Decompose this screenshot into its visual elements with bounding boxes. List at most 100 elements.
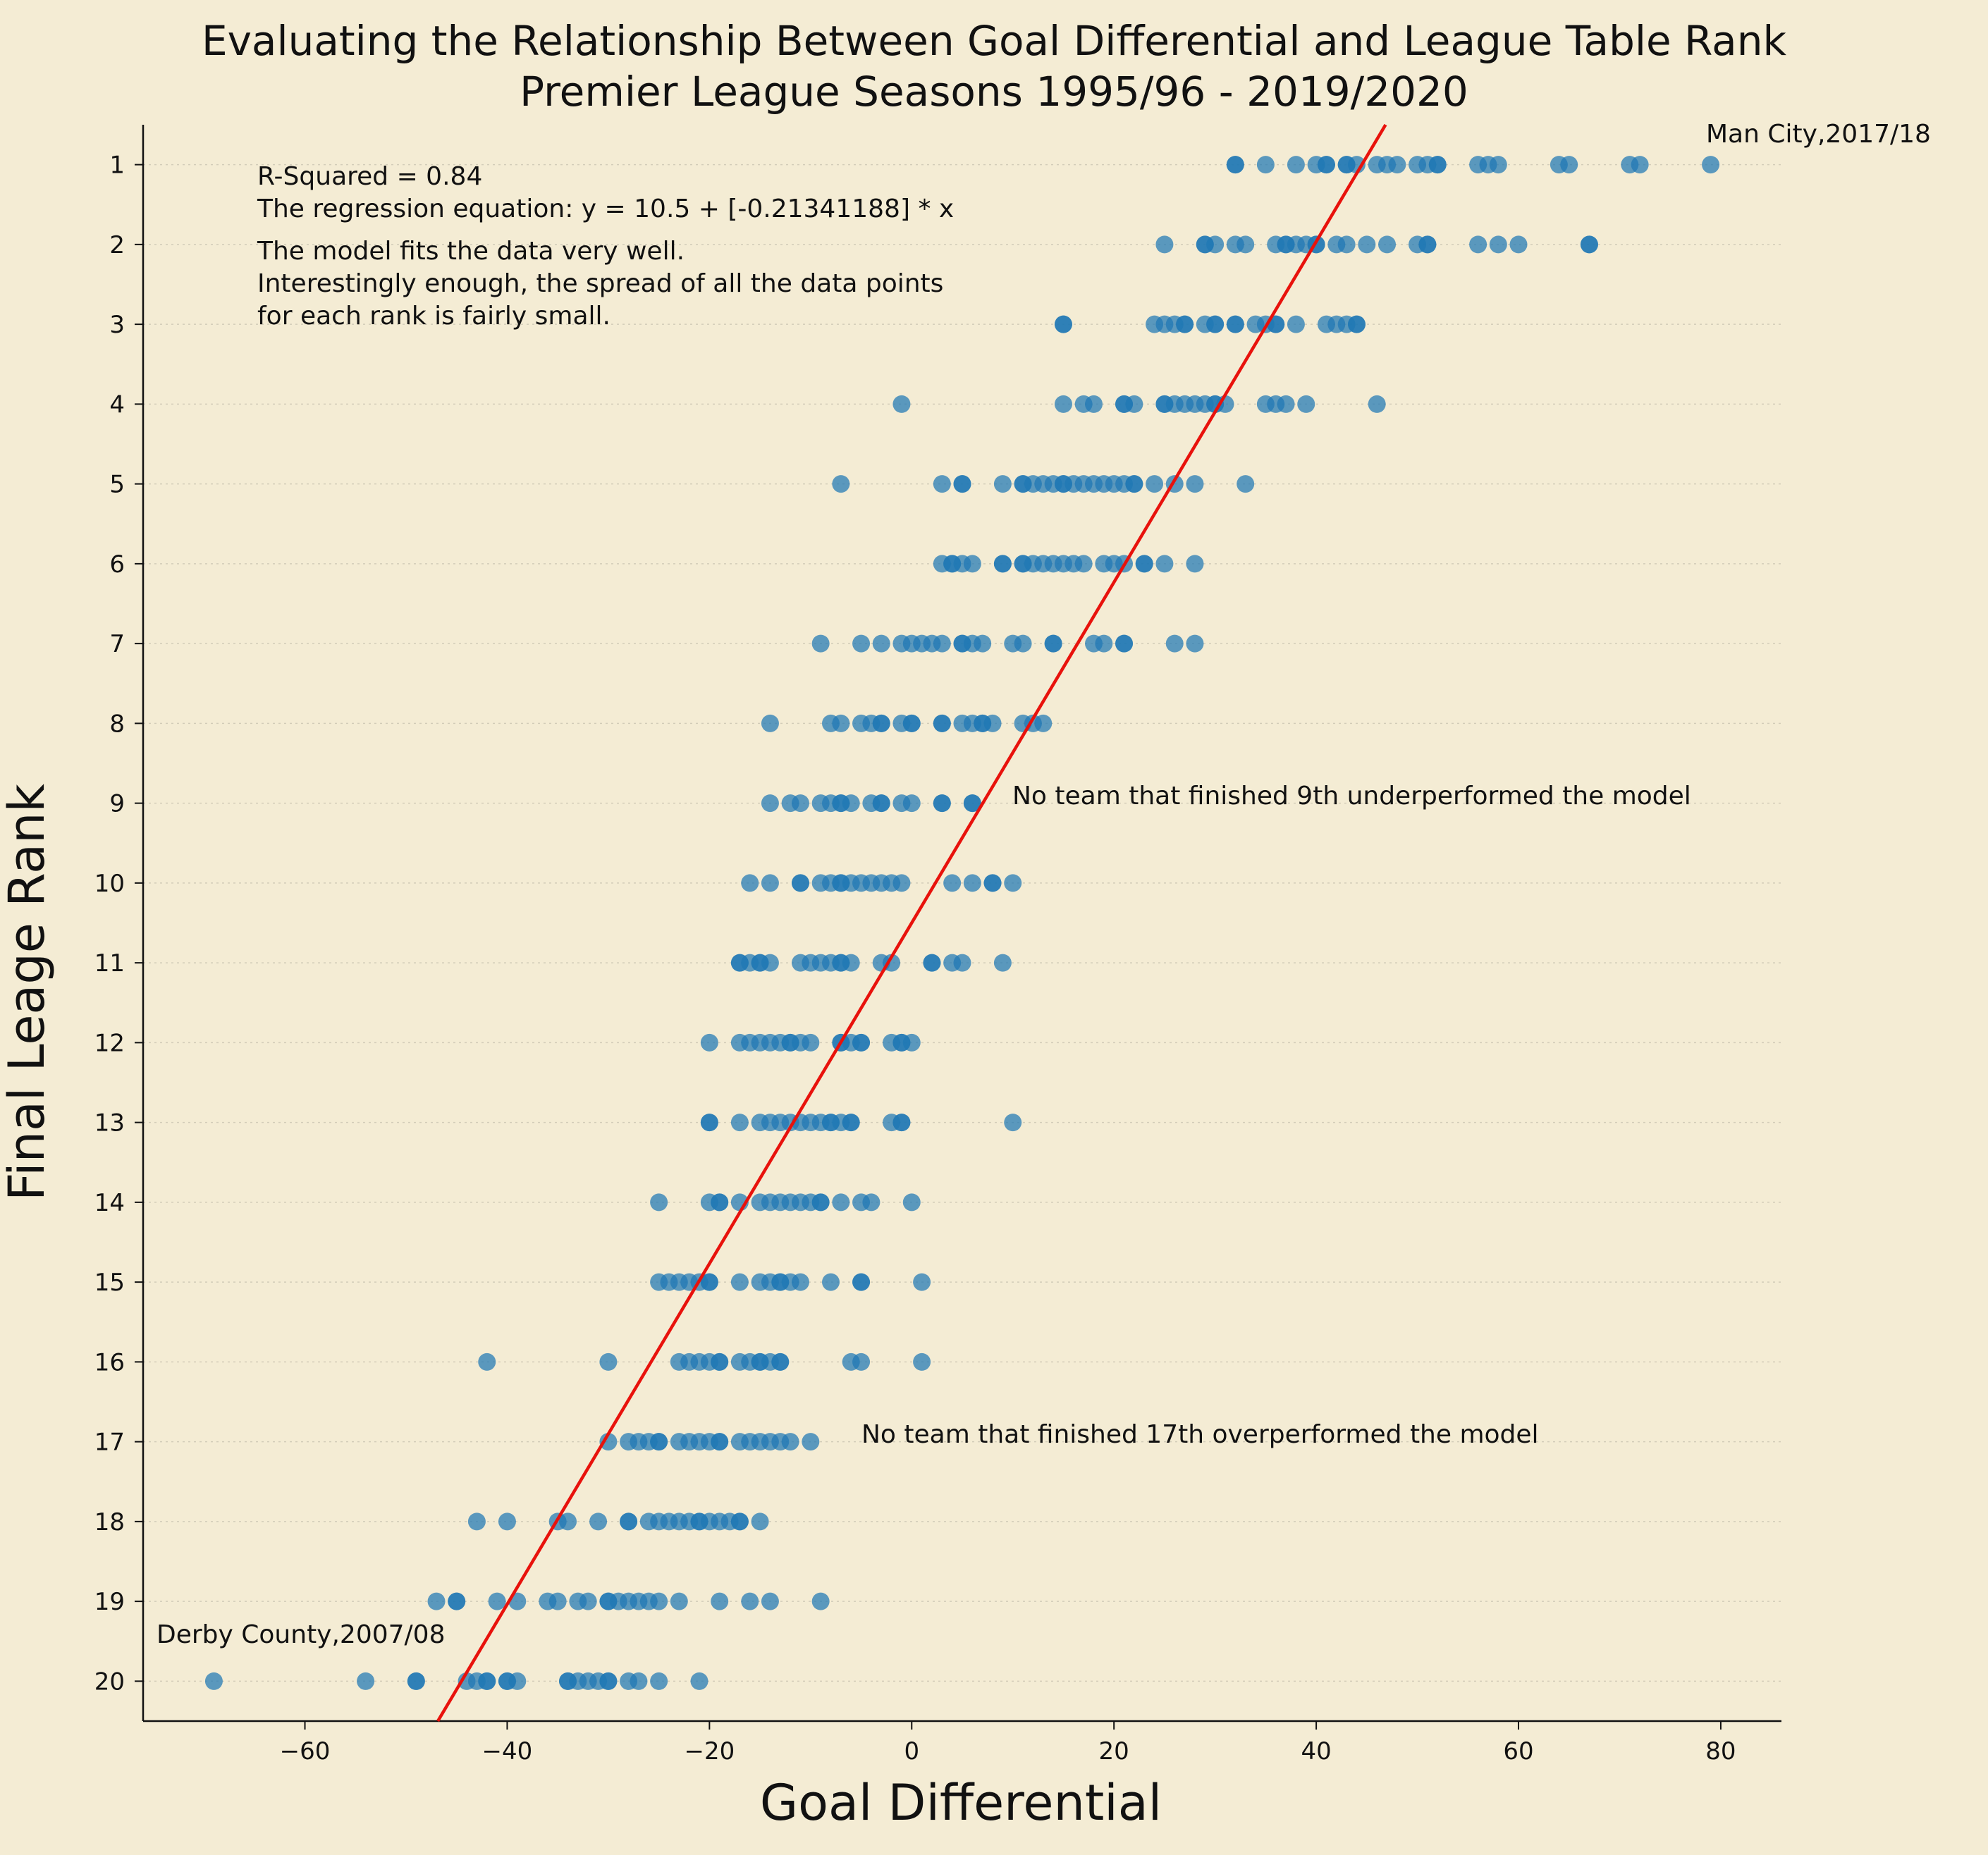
data-point	[670, 1592, 688, 1610]
data-point	[811, 1193, 830, 1212]
data-point	[933, 714, 951, 732]
data-point	[1155, 555, 1174, 573]
y-tick-label: 10	[94, 870, 125, 898]
data-point	[1115, 634, 1134, 653]
data-point	[751, 1512, 769, 1531]
y-tick-label: 7	[109, 630, 125, 658]
data-point	[842, 1114, 860, 1132]
data-point	[1125, 475, 1143, 493]
data-point	[1004, 1114, 1022, 1132]
regression-line	[436, 123, 1387, 1722]
data-point	[933, 634, 951, 653]
data-point	[832, 714, 850, 732]
annotation-fit-note-3: for each rank is fairly small.	[257, 302, 610, 331]
data-point	[953, 954, 971, 972]
x-axis-label: Goal Differential	[760, 1774, 1162, 1832]
data-point	[923, 954, 941, 972]
data-point	[1186, 634, 1204, 653]
data-point	[467, 1512, 486, 1531]
y-tick-label: 20	[94, 1668, 125, 1696]
data-point	[1580, 235, 1598, 254]
data-point	[993, 954, 1012, 972]
data-point	[1631, 156, 1649, 174]
y-tick-label: 11	[94, 949, 125, 978]
data-point	[872, 794, 890, 813]
data-point	[993, 475, 1012, 493]
data-point	[650, 1433, 668, 1451]
data-point	[1428, 156, 1447, 174]
data-point	[832, 1193, 850, 1212]
y-tick-label: 13	[94, 1109, 125, 1138]
data-point	[1226, 156, 1244, 174]
data-point	[892, 1114, 911, 1132]
regression-line-group	[436, 123, 1387, 1722]
data-point	[548, 1592, 567, 1610]
data-point	[781, 1433, 799, 1451]
data-point	[478, 1352, 496, 1371]
data-point	[1084, 395, 1103, 413]
data-point	[1237, 235, 1255, 254]
data-point	[1054, 315, 1072, 333]
data-point	[1165, 634, 1184, 653]
data-point	[761, 954, 779, 972]
data-point	[711, 1193, 729, 1212]
data-point	[204, 1672, 223, 1690]
chart-title-line2: Premier League Seasons 1995/96 - 2019/20…	[520, 68, 1468, 116]
data-point	[1287, 156, 1305, 174]
data-point	[1358, 235, 1376, 254]
data-point	[791, 1273, 809, 1291]
data-point	[1317, 156, 1335, 174]
data-point	[700, 1033, 718, 1052]
x-ticks: −60 −40 −20 0 20 40 60 80	[280, 1721, 1736, 1765]
data-point	[872, 634, 890, 653]
data-point	[741, 874, 759, 892]
data-point	[711, 1352, 729, 1371]
x-tick-label: 80	[1705, 1737, 1736, 1765]
data-point	[933, 475, 951, 493]
data-point	[1095, 634, 1113, 653]
data-point	[1509, 235, 1528, 254]
data-point	[730, 1512, 749, 1531]
data-point	[862, 1193, 881, 1212]
annotation-fit-note-2: Interestingly enough, the spread of all …	[257, 269, 943, 298]
data-point	[902, 1193, 921, 1212]
data-point	[1347, 315, 1366, 333]
data-point	[1237, 475, 1255, 493]
data-point	[1277, 395, 1295, 413]
data-point	[1560, 156, 1578, 174]
data-point	[730, 1114, 749, 1132]
data-point	[508, 1672, 527, 1690]
y-axis-label: Final Leage Rank	[0, 784, 56, 1201]
y-tick-label: 6	[109, 550, 125, 579]
data-point	[599, 1352, 618, 1371]
data-point	[811, 1592, 830, 1610]
y-tick-label: 1	[109, 152, 125, 180]
data-point	[1368, 395, 1386, 413]
data-point	[852, 1352, 871, 1371]
data-point	[1388, 156, 1406, 174]
data-point	[963, 874, 981, 892]
data-point	[650, 1672, 668, 1690]
chart-title-line1: Evaluating the Relationship Between Goal…	[202, 17, 1787, 65]
annotation-bottom-point: Derby County,2007/08	[157, 1620, 445, 1649]
data-point	[1146, 475, 1164, 493]
y-tick-label: 5	[109, 471, 125, 499]
x-tick-label: −20	[684, 1737, 735, 1765]
y-tick-label: 3	[109, 311, 125, 339]
data-point	[357, 1672, 375, 1690]
data-point	[892, 874, 911, 892]
data-point	[599, 1433, 618, 1451]
y-tick-label: 15	[94, 1269, 125, 1297]
data-point	[902, 1033, 921, 1052]
data-point	[599, 1672, 618, 1690]
data-point	[832, 475, 850, 493]
data-point	[761, 1592, 779, 1610]
data-point	[1469, 235, 1487, 254]
data-point	[620, 1512, 638, 1531]
y-tick-label: 14	[94, 1189, 125, 1217]
x-tick-label: 20	[1099, 1737, 1129, 1765]
data-point	[1206, 315, 1225, 333]
annotation-seventeenth: No team that finished 17th overperformed…	[861, 1420, 1539, 1449]
y-tick-label: 12	[94, 1029, 125, 1057]
